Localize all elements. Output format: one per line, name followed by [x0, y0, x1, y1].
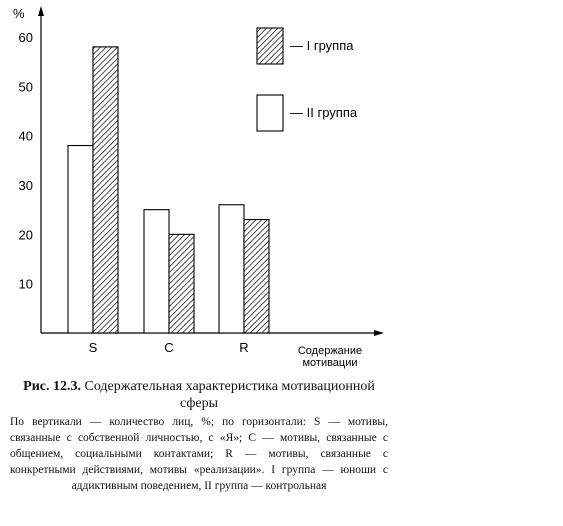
bar-C-group-1	[168, 233, 195, 334]
y-axis	[38, 6, 44, 333]
figure-description: По вертикали — количество лиц, %; по гор…	[10, 416, 388, 492]
bar-S-group-2	[67, 144, 94, 334]
bar-R-group-1	[243, 218, 270, 334]
bars	[67, 46, 270, 334]
figure-caption: Рис. 12.3. Содержательная характеристика…	[10, 378, 388, 494]
y-tick-label: 10	[19, 277, 33, 292]
bar-C-group-2	[143, 209, 170, 334]
y-tick-label: 30	[19, 178, 33, 193]
x-tick-label: S	[89, 340, 98, 355]
x-axis-label-line: Содержание	[298, 345, 362, 357]
legend-swatch	[256, 94, 284, 132]
y-tick-label: 50	[19, 79, 33, 94]
bar-R-group-2	[218, 204, 245, 334]
y-tick-labels: 10 20 30 40 50 60	[19, 30, 33, 292]
x-tick-label: C	[164, 340, 173, 355]
legend-swatch	[256, 27, 284, 65]
bar-S-group-1	[92, 46, 119, 334]
x-tick-label: R	[239, 340, 248, 355]
legend-label: — II группа	[290, 105, 358, 120]
y-tick-label: 20	[19, 227, 33, 242]
figure-label: Рис. 12.3.	[23, 379, 81, 394]
legend: — I группа — II группа	[256, 27, 358, 132]
y-tick-label: 60	[19, 30, 33, 45]
figure-title: Содержательная характеристика мотивацион…	[84, 379, 375, 411]
y-tick-label: 40	[19, 129, 33, 144]
y-axis-label: %	[13, 6, 25, 21]
legend-label: — I группа	[290, 38, 354, 53]
x-axis-label-line: мотивации	[302, 357, 357, 369]
